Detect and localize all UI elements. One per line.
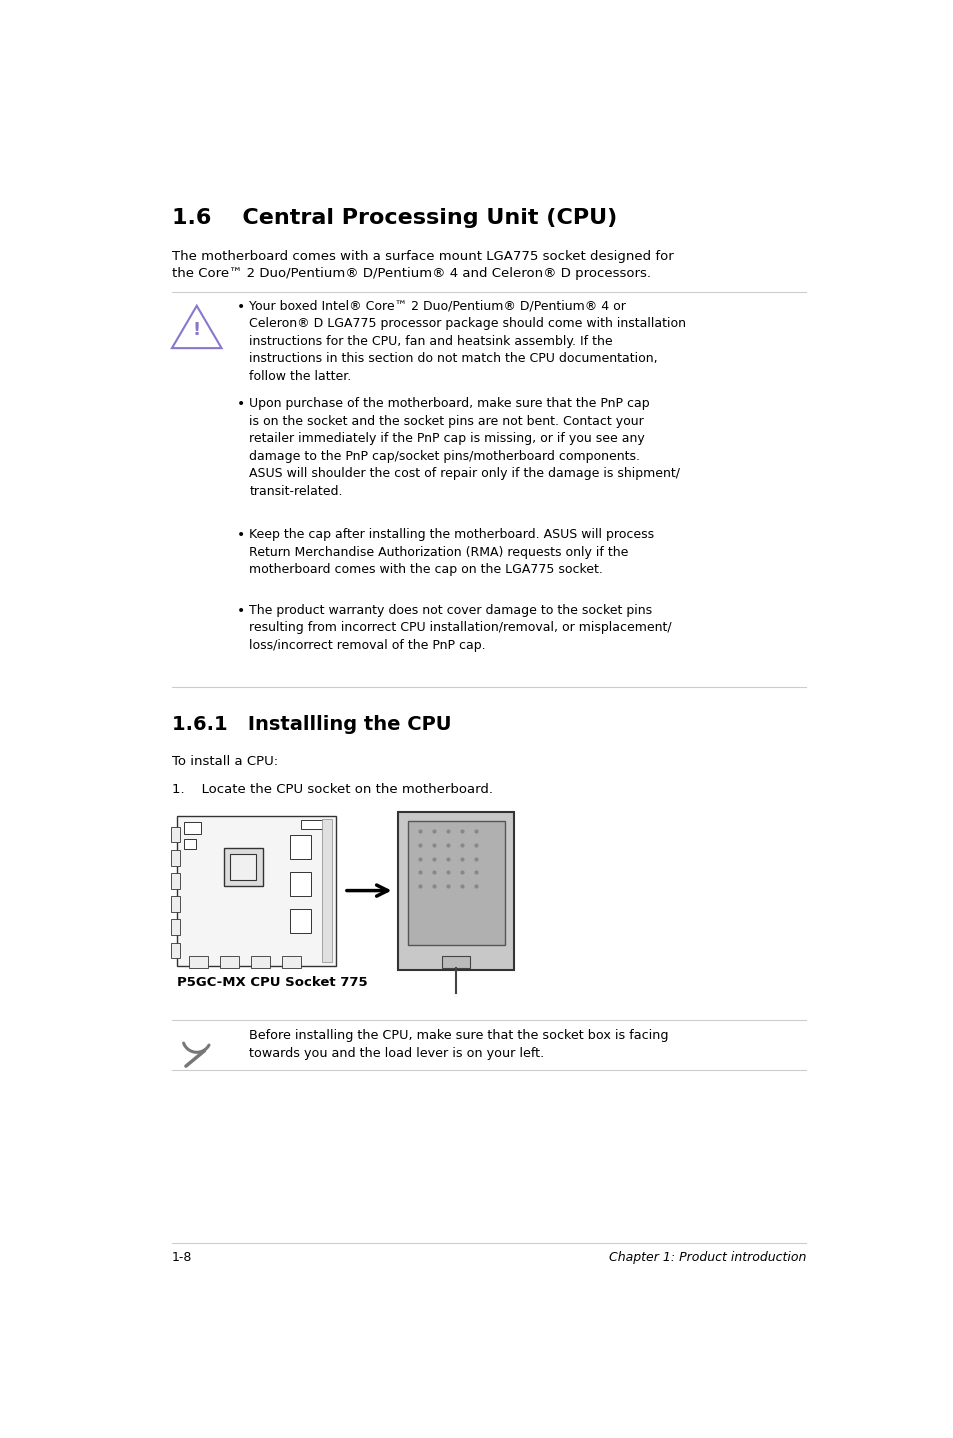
Text: Upon purchase of the motherboard, make sure that the PnP cap
is on the socket an: Upon purchase of the motherboard, make s… [249, 397, 679, 498]
Text: •: • [236, 397, 245, 411]
Bar [322, 820, 332, 962]
Bar [397, 811, 514, 969]
Bar [220, 956, 239, 968]
Bar [282, 956, 301, 968]
Bar [171, 919, 180, 935]
Bar [171, 873, 180, 889]
Text: To install a CPU:: To install a CPU: [172, 755, 277, 768]
Text: !: ! [193, 321, 200, 339]
Text: P5GC-MX CPU Socket 775: P5GC-MX CPU Socket 775 [177, 976, 368, 989]
Bar [171, 827, 180, 843]
Text: The product warranty does not cover damage to the socket pins
resulting from inc: The product warranty does not cover dama… [249, 604, 671, 651]
Text: 1.    Locate the CPU socket on the motherboard.: 1. Locate the CPU socket on the motherbo… [172, 784, 493, 797]
Text: Before installing the CPU, make sure that the socket box is facing
towards you a: Before installing the CPU, make sure tha… [249, 1028, 668, 1060]
Text: •: • [236, 528, 245, 542]
Bar [183, 838, 195, 850]
Text: 1.6    Central Processing Unit (CPU): 1.6 Central Processing Unit (CPU) [172, 209, 617, 229]
Text: Your boxed Intel® Core™ 2 Duo/Pentium® D/Pentium® 4 or
Celeron® D LGA775 process: Your boxed Intel® Core™ 2 Duo/Pentium® D… [249, 299, 686, 383]
Bar [171, 942, 180, 958]
Bar [251, 956, 270, 968]
Bar [189, 956, 208, 968]
Bar [171, 850, 180, 866]
Bar [301, 820, 324, 830]
Bar [407, 821, 505, 945]
Bar [230, 854, 256, 880]
Text: •: • [236, 299, 245, 313]
Bar [290, 909, 311, 933]
Text: The motherboard comes with a surface mount LGA775 socket designed for
the Core™ : The motherboard comes with a surface mou… [172, 250, 673, 279]
Bar [183, 821, 200, 834]
Bar [290, 835, 311, 860]
Text: Keep the cap after installing the motherboard. ASUS will process
Return Merchand: Keep the cap after installing the mother… [249, 528, 654, 577]
Bar [290, 871, 311, 896]
Text: Chapter 1: Product introduction: Chapter 1: Product introduction [608, 1251, 805, 1264]
Bar [177, 815, 335, 966]
Text: •: • [236, 604, 245, 618]
Text: 1.6.1   Installling the CPU: 1.6.1 Installling the CPU [172, 716, 451, 735]
Text: 1-8: 1-8 [172, 1251, 193, 1264]
Bar [224, 848, 262, 886]
Bar [442, 956, 470, 968]
Bar [171, 896, 180, 912]
